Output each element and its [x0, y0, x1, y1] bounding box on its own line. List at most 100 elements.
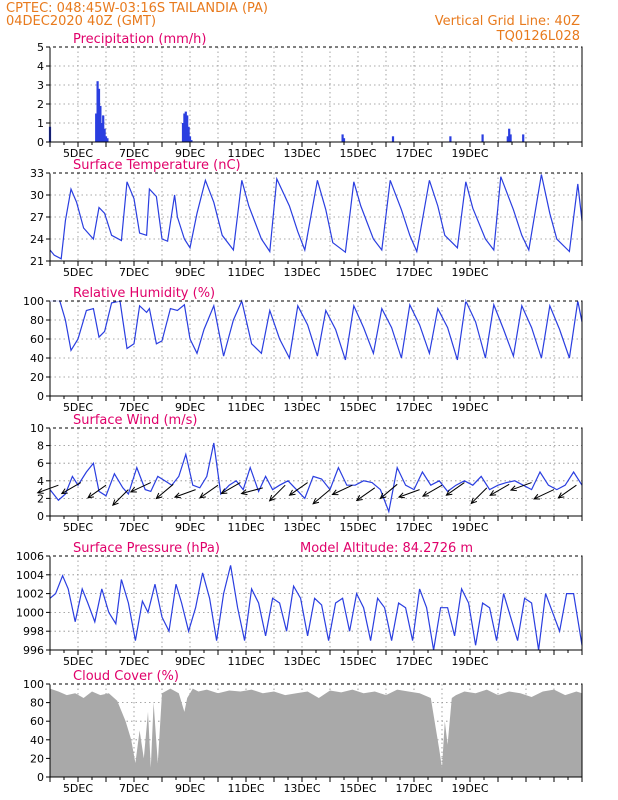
precip-bar: [184, 111, 187, 142]
wind-arrow-head: [199, 492, 206, 499]
wind-arrow-head: [129, 486, 137, 493]
precip-bar: [508, 128, 511, 142]
precip-frame: [49, 46, 583, 143]
precip-bar: [391, 136, 395, 142]
x-tick-label: 17DEC: [395, 782, 432, 795]
y-tick-label: 1006: [16, 550, 44, 563]
wind-arrow-head: [557, 492, 565, 499]
wind-arrow-head: [112, 499, 119, 506]
precip-bar: [186, 115, 189, 142]
wind-arrow: [289, 482, 308, 496]
x-tick-label: 9DEC: [175, 655, 205, 668]
y-tick-label: 1000: [16, 606, 44, 619]
y-tick-label: 5: [37, 41, 44, 54]
precip-bar: [102, 115, 105, 142]
x-tick-label: 5DEC: [63, 655, 93, 668]
x-tick-label: 9DEC: [175, 401, 205, 414]
x-tick-label: 5DEC: [63, 266, 93, 279]
x-tick-label: 11DEC: [227, 655, 264, 668]
wind-series-line: [49, 442, 583, 514]
wind-arrow: [174, 489, 196, 498]
wind-arrow: [112, 489, 129, 506]
wind-arrow: [37, 484, 59, 494]
x-tick-label: 7DEC: [119, 782, 149, 795]
y-tick-label: 996: [23, 644, 44, 657]
x-tick-label: 19DEC: [451, 401, 488, 414]
x-tick-label: 11DEC: [227, 521, 264, 534]
x-tick-label: 15DEC: [339, 655, 376, 668]
wind-arrow: [332, 484, 353, 495]
wind-arrow: [130, 482, 152, 493]
wind-arrow-head: [312, 498, 320, 505]
x-tick-label: 17DEC: [395, 521, 432, 534]
wind-arrow-head: [331, 489, 339, 496]
wind-arrow: [356, 487, 376, 501]
wind-arrow-head: [397, 492, 405, 499]
cloud-title: Cloud Cover (%): [73, 669, 179, 684]
precip-bar: [342, 138, 346, 142]
precip-bar: [100, 123, 103, 142]
rh-series-line: [50, 298, 583, 361]
y-tick-label: 0: [37, 771, 44, 784]
y-tick-label: 100: [23, 295, 44, 308]
x-tick-label: 9DEC: [175, 521, 205, 534]
y-tick-label: 20: [30, 752, 44, 765]
x-tick-label: 19DEC: [451, 266, 488, 279]
x-tick-label: 13DEC: [283, 655, 320, 668]
y-tick-label: 100: [23, 678, 44, 691]
wind-arrow: [558, 484, 577, 499]
press-title: Surface Pressure (hPa): [73, 541, 220, 556]
y-tick-label: 2: [37, 98, 44, 111]
wind-arrow: [241, 487, 263, 495]
precip-bar: [96, 81, 99, 142]
rh-title: Relative Humidity (%): [73, 286, 215, 301]
x-tick-label: 15DEC: [339, 782, 376, 795]
wind-arrow: [533, 489, 555, 500]
wind-arrow: [269, 484, 286, 502]
press-annotation: Model Altitude: 84.2726 m: [300, 541, 473, 556]
wind-arrow-head: [470, 497, 478, 505]
x-tick-label: 7DEC: [119, 147, 149, 160]
precip-bar: [99, 105, 102, 142]
header-date-line: 04DEC2020 40Z (GMT): [6, 14, 157, 29]
precip-bar: [187, 126, 190, 142]
x-tick-label: 19DEC: [451, 782, 488, 795]
y-tick-label: 10: [30, 422, 44, 435]
header-grid-line-note: Vertical Grid Line: 40Z: [434, 14, 580, 29]
y-tick-label: 20: [30, 371, 44, 384]
wind-arrow-head: [220, 488, 228, 495]
precip-bar: [188, 136, 192, 142]
wind-arrow-head: [445, 489, 453, 496]
x-tick-label: 15DEC: [339, 266, 376, 279]
precip-bar: [95, 113, 98, 142]
y-tick-label: 27: [30, 211, 44, 224]
x-tick-label: 17DEC: [395, 655, 432, 668]
y-tick-label: 4: [37, 475, 44, 488]
wind-arrow-head: [533, 493, 541, 500]
wind-arrow-head: [36, 488, 44, 494]
precip-bar: [97, 88, 101, 142]
x-tick-label: 7DEC: [119, 655, 149, 668]
wind-arrow-head: [268, 494, 276, 502]
x-tick-label: 13DEC: [283, 521, 320, 534]
y-tick-label: 40: [30, 734, 44, 747]
x-tick-label: 19DEC: [451, 655, 488, 668]
x-tick-label: 13DEC: [283, 147, 320, 160]
x-tick-label: 9DEC: [175, 782, 205, 795]
y-tick-label: 24: [30, 233, 44, 246]
x-tick-label: 7DEC: [119, 401, 149, 414]
precip-title: Precipitation (mm/h): [73, 32, 206, 47]
y-tick-label: 1004: [16, 569, 44, 582]
x-tick-label: 13DEC: [283, 401, 320, 414]
x-tick-label: 13DEC: [283, 782, 320, 795]
y-tick-label: 0: [37, 136, 44, 149]
wind-arrow-head: [509, 485, 517, 492]
wind-arrow: [380, 483, 398, 499]
y-tick-label: 30: [30, 189, 44, 202]
wind-arrow: [489, 483, 510, 496]
precip-bar: [181, 123, 185, 142]
x-tick-label: 15DEC: [339, 147, 376, 160]
x-tick-label: 7DEC: [119, 521, 149, 534]
y-tick-label: 3: [37, 79, 44, 92]
